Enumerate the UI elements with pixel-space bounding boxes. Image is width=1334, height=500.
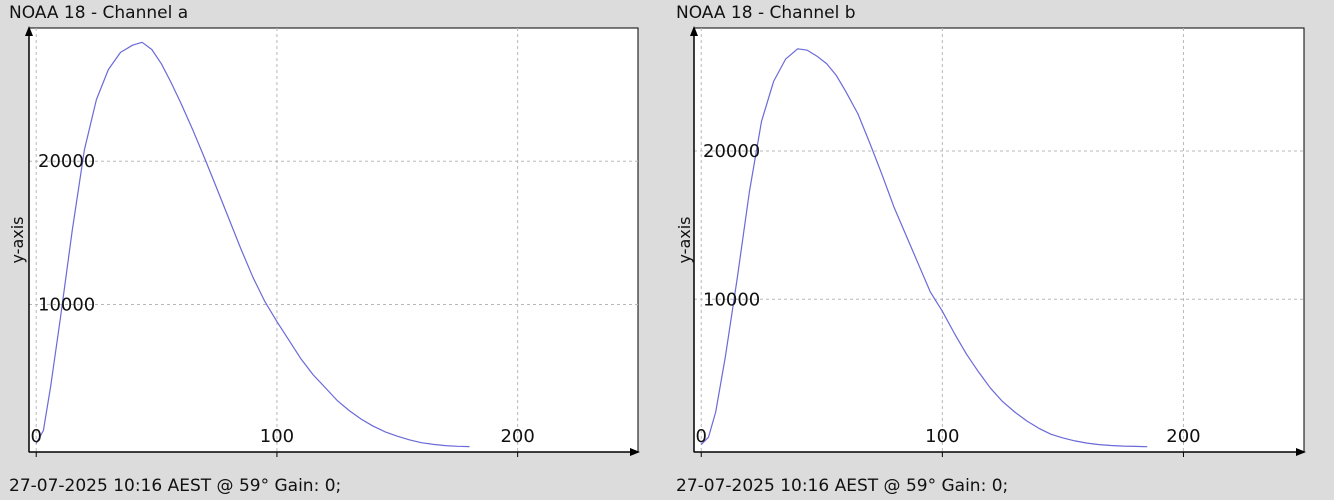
x-tick-label: 0 (696, 426, 707, 447)
x-tick-label: 200 (1166, 426, 1200, 447)
y-axis-label: y-axis (675, 216, 694, 263)
chart-b: 0 100 200 10000 20000 y-axis (675, 26, 1306, 457)
y-axis-label: y-axis (8, 216, 27, 263)
series-line (35, 41, 470, 448)
plot-area (28, 27, 639, 453)
chart-title: NOAA 18 - Channel a (9, 3, 189, 23)
x-tick-label: 100 (260, 426, 294, 447)
series-line (700, 48, 1148, 448)
x-tick-label: 100 (925, 426, 959, 447)
x-tick-label: 200 (500, 426, 534, 447)
x-tick-label: 0 (30, 426, 41, 447)
x-axis-arrow-icon (1296, 448, 1306, 456)
plot-area (693, 27, 1305, 453)
chart-footer-status: 27-07-2025 10:16 AEST @ 59° Gain: 0; (9, 476, 342, 496)
chart-a: 0 100 200 10000 20000 y-axis (8, 26, 640, 457)
chart-title: NOAA 18 - Channel b (676, 3, 856, 23)
y-axis-arrow-icon (690, 26, 698, 36)
y-axis-arrow-icon (25, 26, 33, 36)
y-tick-label: 10000 (38, 294, 95, 315)
x-axis-arrow-icon (630, 448, 640, 456)
chart-panel-a: NOAA 18 - Channel a 0 100 200 10000 20000 y-a… (8, 3, 640, 496)
chart-footer-status: 27-07-2025 10:16 AEST @ 59° Gain: 0; (676, 476, 1009, 496)
y-tick-label: 10000 (703, 289, 760, 310)
y-tick-label: 20000 (703, 141, 760, 162)
chart-panel-b: NOAA 18 - Channel b 0 100 200 10000 20000 y-a… (667, 0, 1334, 500)
y-tick-label: 20000 (38, 151, 95, 172)
